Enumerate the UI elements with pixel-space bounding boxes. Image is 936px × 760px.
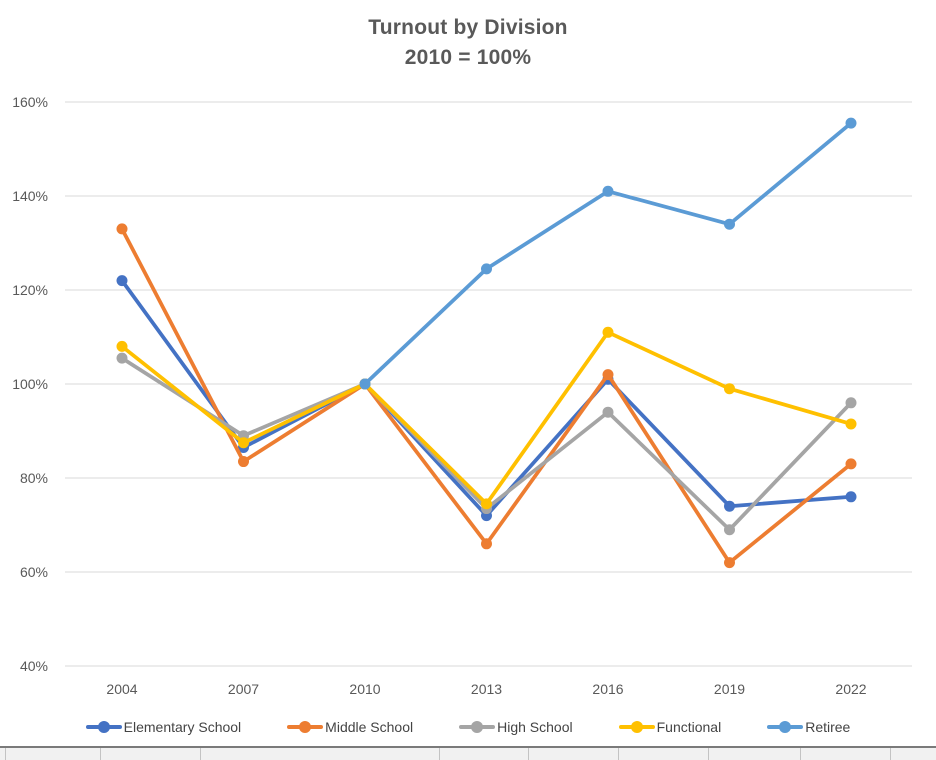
data-point-retiree	[481, 263, 492, 275]
data-point-functional	[845, 418, 857, 430]
plot-area: 40% 60% 80% 100% 120% 140% 160% 2004 2007 2010 201…	[12, 94, 912, 697]
legend-dot-icon	[97, 721, 110, 733]
legend-marker-icon	[618, 721, 655, 733]
cell-border	[528, 748, 529, 760]
cell-border	[618, 748, 619, 760]
legend-item-high-school[interactable]: High School	[459, 719, 573, 735]
data-point-functional	[481, 498, 492, 510]
data-point-middle-school	[116, 223, 128, 235]
data-point-retiree	[724, 218, 735, 230]
data-point-high-school	[602, 406, 614, 418]
x-axis-tick-label: 2016	[592, 681, 623, 697]
legend-item-retiree[interactable]: Retiree	[767, 719, 850, 735]
data-point-high-school	[116, 352, 128, 364]
legend-label: Elementary School	[123, 719, 242, 735]
y-axis-tick-label: 60%	[20, 564, 48, 580]
x-axis-tick-label: 2004	[106, 681, 137, 697]
series-line-elementary-school	[120, 278, 853, 518]
cell-border	[890, 748, 891, 760]
y-axis-tick-label: 80%	[20, 470, 48, 486]
chart-title: Turnout by Division	[368, 16, 568, 39]
legend-dot-icon	[471, 721, 484, 733]
data-point-middle-school	[724, 557, 735, 569]
legend-marker-icon	[85, 721, 122, 733]
chart-subtitle: 2010 = 100%	[404, 46, 532, 69]
data-point-functional	[602, 326, 614, 338]
data-point-elementary-school	[724, 500, 735, 512]
x-axis-tick-label: 2022	[835, 681, 866, 697]
data-point-elementary-school	[116, 275, 128, 287]
series-line-retiree	[363, 121, 853, 386]
x-axis-tick-label: 2010	[349, 681, 380, 697]
data-point-retiree	[602, 185, 614, 197]
legend-dot-icon	[779, 721, 792, 733]
data-point-middle-school	[845, 458, 857, 470]
legend-dot-icon	[630, 721, 643, 733]
y-axis-tick-label: 100%	[12, 376, 48, 392]
legend-item-functional[interactable]: Functional	[618, 719, 722, 735]
data-point-functional	[238, 437, 249, 449]
spreadsheet-row	[0, 746, 936, 760]
data-point-retiree	[359, 378, 371, 390]
y-axis-tick-label: 160%	[12, 94, 48, 110]
data-point-high-school	[724, 524, 735, 536]
cell-border	[708, 748, 709, 760]
cell-border	[100, 748, 101, 760]
data-point-high-school	[845, 397, 857, 409]
legend-label: Retiree	[805, 719, 851, 735]
data-point-middle-school	[602, 369, 614, 381]
data-point-functional	[724, 383, 735, 395]
data-point-middle-school	[481, 538, 492, 550]
legend-marker-icon	[287, 721, 324, 733]
data-point-retiree	[845, 117, 857, 129]
x-axis-tick-label: 2007	[228, 681, 259, 697]
chart-legend: Elementary School Middle School High Schoo…	[0, 714, 936, 740]
y-axis-tick-label: 40%	[20, 658, 48, 674]
legend-label: Functional	[656, 719, 722, 735]
x-axis-tick-label: 2019	[714, 681, 745, 697]
legend-label: High School	[497, 719, 573, 735]
legend-label: Middle School	[325, 719, 414, 735]
data-point-functional	[116, 340, 128, 352]
y-axis-tick-label: 120%	[12, 282, 48, 298]
legend-item-middle-school[interactable]: Middle School	[287, 719, 413, 735]
cell-border	[5, 748, 6, 760]
cell-border	[800, 748, 801, 760]
legend-dot-icon	[299, 721, 312, 733]
legend-marker-icon	[767, 721, 804, 733]
x-axis-tick-label: 2013	[471, 681, 502, 697]
legend-marker-icon	[459, 721, 496, 733]
y-axis-tick-label: 140%	[12, 188, 48, 204]
data-point-middle-school	[238, 456, 249, 468]
cell-border	[200, 748, 201, 760]
data-point-elementary-school	[845, 491, 857, 503]
legend-item-elementary-school[interactable]: Elementary School	[85, 719, 242, 735]
cell-border	[439, 748, 440, 760]
